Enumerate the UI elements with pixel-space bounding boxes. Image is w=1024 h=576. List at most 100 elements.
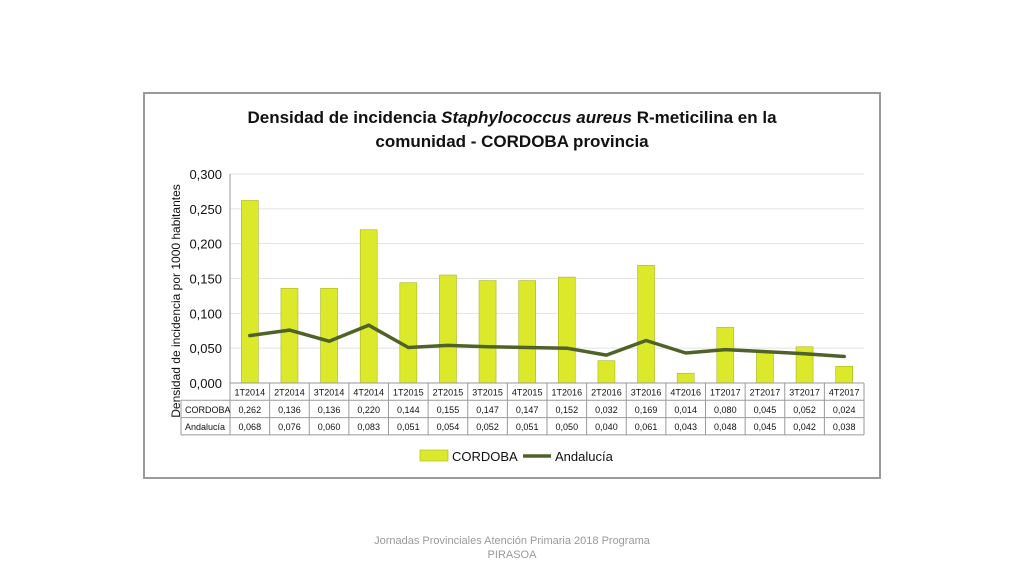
line-point xyxy=(684,351,688,355)
y-tick-label: 0,250 xyxy=(189,202,222,217)
data-label: 0,076 xyxy=(278,422,301,432)
table-row-label: CORDOBA xyxy=(185,405,231,415)
data-label: 0,032 xyxy=(595,405,618,415)
data-label: 0,061 xyxy=(635,422,658,432)
data-label: 0,136 xyxy=(318,405,341,415)
y-tick-label: 0,200 xyxy=(189,237,222,252)
x-tick-label: 3T2016 xyxy=(631,388,662,398)
bar xyxy=(320,287,338,384)
y-tick-label: 0,050 xyxy=(189,341,222,356)
bar xyxy=(558,276,576,384)
chart-title-part-1: Densidad de incidencia xyxy=(247,108,442,127)
chart-frame xyxy=(143,92,881,479)
x-tick-label: 3T2015 xyxy=(472,388,503,398)
bar xyxy=(439,274,457,384)
table-row-label: Andalucía xyxy=(185,422,225,432)
x-tick-label: 4T2017 xyxy=(829,388,860,398)
bar xyxy=(359,229,378,384)
x-tick-label: 2T2015 xyxy=(433,388,464,398)
legend-swatch-cordoba xyxy=(419,449,449,462)
data-label: 0,262 xyxy=(239,405,262,415)
line-point xyxy=(803,352,807,356)
bar xyxy=(637,264,655,384)
x-tick-label: 1T2017 xyxy=(710,388,741,398)
data-label: 0,052 xyxy=(476,422,499,432)
line-point xyxy=(604,353,608,357)
data-label: 0,080 xyxy=(714,405,737,415)
x-tick-label: 4T2015 xyxy=(512,388,543,398)
data-label: 0,060 xyxy=(318,422,341,432)
x-tick-label: 3T2014 xyxy=(314,388,345,398)
x-tick-label: 4T2016 xyxy=(670,388,701,398)
bar xyxy=(716,326,735,384)
data-label: 0,024 xyxy=(833,405,856,415)
data-label: 0,045 xyxy=(754,405,777,415)
line-point xyxy=(367,323,371,327)
x-tick-label: 1T2015 xyxy=(393,388,424,398)
x-tick-label: 4T2014 xyxy=(353,388,384,398)
chart-title-part-3: R-meticilina en la xyxy=(631,108,777,127)
bar xyxy=(756,351,774,384)
line-point xyxy=(327,339,331,343)
y-tick-label: 0,000 xyxy=(189,376,222,391)
bar xyxy=(478,280,497,384)
data-label: 0,052 xyxy=(793,405,816,415)
data-label: 0,048 xyxy=(714,422,737,432)
legend-label-andalucia: Andalucía xyxy=(555,449,614,464)
line-point xyxy=(723,348,727,352)
y-tick-label: 0,150 xyxy=(189,272,222,287)
data-label: 0,155 xyxy=(437,405,460,415)
line-point xyxy=(248,334,252,338)
data-label: 0,152 xyxy=(556,405,579,415)
line-point xyxy=(842,355,846,359)
bar xyxy=(676,372,695,384)
line-point xyxy=(525,345,529,349)
line-point xyxy=(763,350,767,354)
line-point xyxy=(406,345,410,349)
footer-text: Jornadas Provinciales Atención Primaria … xyxy=(374,535,650,561)
y-axis-title: Densidad de incidencia por 1000 habitant… xyxy=(169,184,183,418)
data-label: 0,144 xyxy=(397,405,420,415)
line-point xyxy=(287,328,291,332)
chart-title: Densidad de incidencia Staphylococcus au… xyxy=(143,106,881,154)
legend-label-cordoba: CORDOBA xyxy=(452,449,518,464)
x-tick-label: 2T2014 xyxy=(274,388,305,398)
data-label: 0,054 xyxy=(437,422,460,432)
data-label: 0,147 xyxy=(476,405,499,415)
data-label: 0,068 xyxy=(239,422,262,432)
x-tick-label: 2T2017 xyxy=(750,388,781,398)
x-tick-label: 1T2014 xyxy=(235,388,266,398)
bar xyxy=(241,200,259,384)
x-tick-label: 3T2017 xyxy=(789,388,820,398)
data-label: 0,038 xyxy=(833,422,856,432)
data-label: 0,083 xyxy=(357,422,380,432)
data-label: 0,043 xyxy=(674,422,697,432)
data-label: 0,051 xyxy=(397,422,420,432)
data-label: 0,040 xyxy=(595,422,618,432)
data-label: 0,051 xyxy=(516,422,539,432)
data-label: 0,045 xyxy=(754,422,777,432)
chart-title-species: Staphylococcus aureus xyxy=(441,108,632,127)
line-series-andalucia xyxy=(248,323,846,359)
x-tick-label: 2T2016 xyxy=(591,388,622,398)
data-label: 0,050 xyxy=(556,422,579,432)
data-label: 0,042 xyxy=(793,422,816,432)
bar xyxy=(518,280,536,384)
line-point xyxy=(644,339,648,343)
x-tick-label: 1T2016 xyxy=(552,388,583,398)
bar xyxy=(597,360,616,384)
y-tick-label: 0,100 xyxy=(189,306,222,321)
data-label: 0,169 xyxy=(635,405,658,415)
chart-title-line-2: comunidad - CORDOBA provincia xyxy=(375,132,649,151)
line-point xyxy=(565,346,569,350)
data-label: 0,014 xyxy=(674,405,697,415)
y-tick-label: 0,300 xyxy=(189,167,222,182)
data-label: 0,136 xyxy=(278,405,301,415)
bar xyxy=(280,287,299,384)
line-point xyxy=(486,345,490,349)
data-label: 0,147 xyxy=(516,405,539,415)
data-label: 0,220 xyxy=(357,405,380,415)
line-point xyxy=(446,343,450,347)
bar xyxy=(835,365,853,384)
